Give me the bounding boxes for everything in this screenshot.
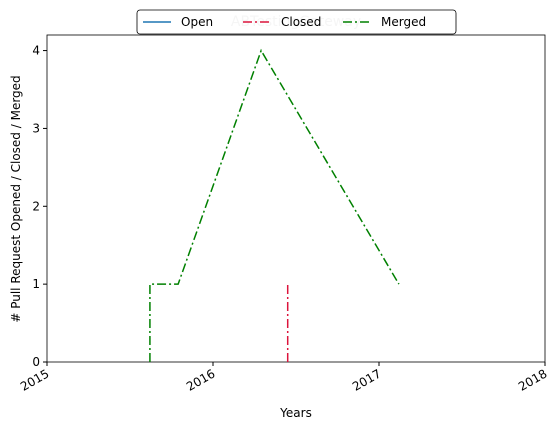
x-tick-label: 2016 (184, 366, 217, 393)
y-tick-label: 3 (32, 121, 40, 135)
legend-label: Merged (381, 15, 426, 29)
y-tick-label: 4 (32, 44, 40, 58)
y-tick-label: 0 (32, 355, 40, 369)
x-tick-label: 2018 (516, 366, 549, 393)
y-tick-label: 2 (32, 199, 40, 213)
legend-label: Closed (281, 15, 321, 29)
x-axis-label: Years (279, 406, 312, 420)
legend-label: Open (181, 15, 213, 29)
legend-frame (136, 9, 457, 35)
y-tick-label: 1 (32, 277, 40, 291)
series-line (149, 48, 400, 362)
x-tick-label: 2017 (350, 366, 383, 393)
y-axis-label: # Pull Request Opened / Closed / Merged (9, 75, 23, 322)
x-tick-label: 2015 (18, 366, 51, 393)
plot-frame (46, 34, 546, 363)
